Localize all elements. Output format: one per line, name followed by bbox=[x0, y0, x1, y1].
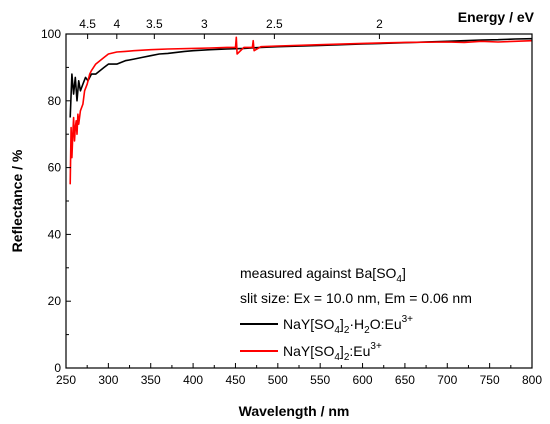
x-tick-label: 500 bbox=[268, 373, 288, 387]
x-tick-label: 750 bbox=[480, 373, 500, 387]
annotation-reference: measured against Ba[SO4] bbox=[240, 265, 406, 285]
legend: NaY[SO4]2·H2O:Eu3+ NaY[SO4]2:Eu3+ bbox=[240, 314, 413, 363]
x-tick-label: 350 bbox=[141, 373, 161, 387]
y-tick-label: 60 bbox=[48, 161, 62, 175]
top-tick-label: 4 bbox=[113, 17, 120, 31]
top-axis-title: Energy / eV bbox=[458, 9, 535, 25]
y-axis-title: Reflectance / % bbox=[9, 149, 25, 252]
x-tick-label: 400 bbox=[183, 373, 203, 387]
y-tick-label: 20 bbox=[48, 294, 62, 308]
y-tick-label: 0 bbox=[54, 361, 61, 375]
top-tick-label: 4.5 bbox=[79, 17, 96, 31]
y-tick-label: 100 bbox=[41, 27, 61, 41]
x-axis-title: Wavelength / nm bbox=[239, 403, 350, 419]
x-tick-label: 550 bbox=[310, 373, 330, 387]
top-tick-label: 2 bbox=[376, 17, 383, 31]
y-tick-label: 80 bbox=[48, 94, 62, 108]
x-tick-label: 600 bbox=[353, 373, 373, 387]
y-tick-label: 40 bbox=[48, 227, 62, 241]
series-line-2 bbox=[69, 36, 532, 185]
x-tick-label: 650 bbox=[395, 373, 415, 387]
x-tick-label: 450 bbox=[225, 373, 245, 387]
top-tick-label: 3 bbox=[201, 17, 208, 31]
annotation-slit-size: slit size: Ex = 10.0 nm, Em = 0.06 nm bbox=[240, 290, 472, 306]
x-tick-label: 700 bbox=[437, 373, 457, 387]
legend-label-1: NaY[SO4]2·H2O:Eu3+ bbox=[283, 314, 413, 336]
legend-label-2: NaY[SO4]2:Eu3+ bbox=[283, 341, 382, 363]
top-tick-label: 2.5 bbox=[266, 17, 283, 31]
top-tick-label: 3.5 bbox=[146, 17, 163, 31]
x-tick-label: 300 bbox=[98, 373, 118, 387]
x-tick-label: 800 bbox=[522, 373, 542, 387]
x-tick-label: 250 bbox=[56, 373, 76, 387]
